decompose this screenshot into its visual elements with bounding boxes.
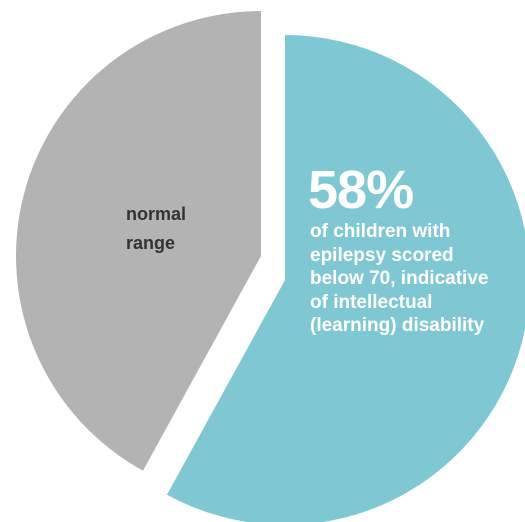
- pie-slice: [166, 35, 525, 522]
- pie-slice: [16, 11, 261, 471]
- annotation: of children with epilepsy scored below 7…: [310, 221, 489, 336]
- value-label: 58%: [308, 160, 414, 220]
- slice-label: normal range: [126, 204, 187, 253]
